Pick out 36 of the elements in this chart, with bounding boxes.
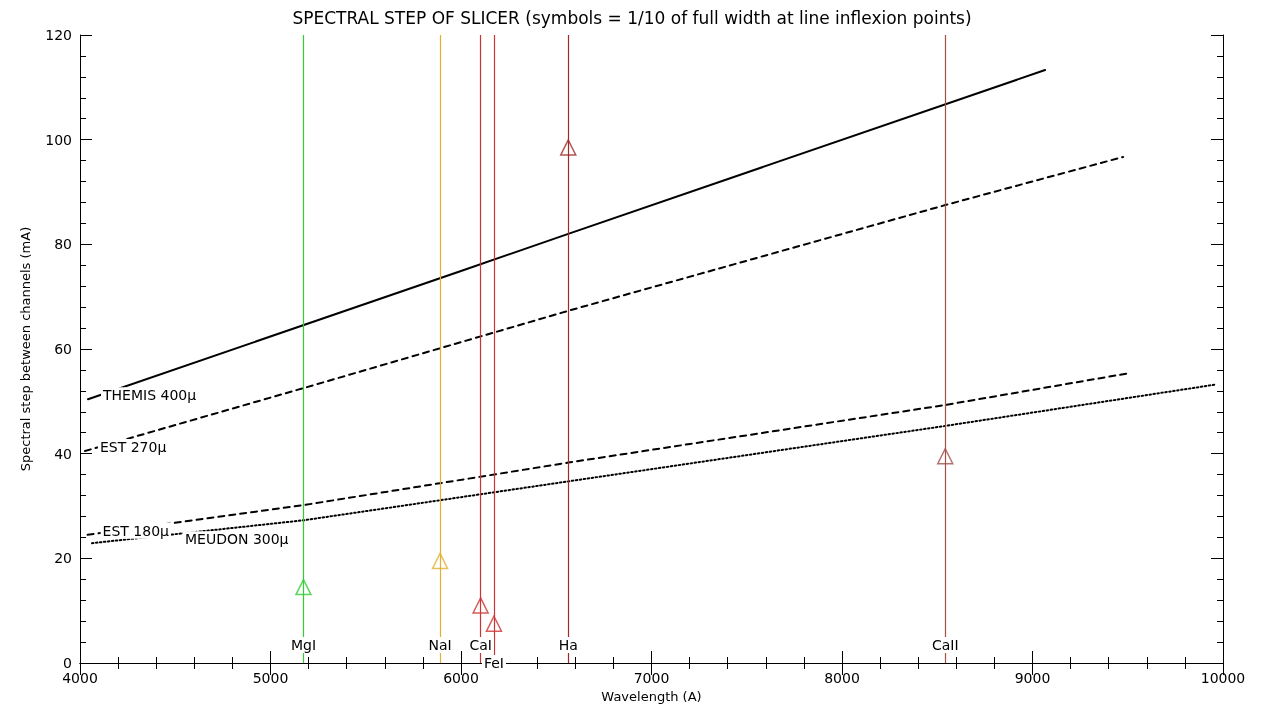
- x-axis-title: Wavelength (A): [601, 688, 702, 704]
- ref-line-label: FeI: [483, 655, 504, 671]
- line-series: [83, 155, 1125, 453]
- point: [295, 578, 312, 596]
- line-series: [87, 69, 1047, 401]
- x-tick-label: 4000: [62, 670, 98, 686]
- x-tick-label: 8000: [824, 670, 860, 686]
- y-tick-label: 100: [45, 131, 72, 148]
- series-label: MEUDON 300μ: [185, 531, 289, 548]
- x-tick-label: 7000: [633, 670, 670, 686]
- series-label: EST 180μ: [102, 522, 170, 539]
- series-label: THEMIS 400μ: [102, 387, 197, 404]
- ref-line-label: MgI: [290, 637, 317, 653]
- series-label: EST 270μ: [99, 439, 167, 456]
- y-axis-title: Spectral step between channels (mA): [18, 226, 33, 472]
- y-tick-label: 120: [45, 27, 72, 43]
- x-tick-label: 5000: [252, 670, 289, 686]
- y-tick-label: 80: [54, 236, 72, 253]
- point: [485, 615, 503, 632]
- ref-line-label: Ha: [558, 637, 578, 653]
- y-tick-label: 0: [63, 655, 72, 671]
- y-tick-label: 60: [54, 341, 72, 357]
- point: [560, 139, 577, 156]
- x-tick-label: 6000: [443, 670, 479, 686]
- point: [937, 448, 954, 465]
- y-tick-label: 20: [54, 550, 72, 567]
- ref-line-label: CaI: [469, 637, 492, 653]
- y-tick-label: 40: [54, 445, 72, 462]
- chart-title: SPECTRAL STEP OF SLICER (symbols = 1/10 of full width at line inflexion points): [292, 7, 972, 28]
- ref-line-label: CaII: [931, 637, 959, 653]
- point: [431, 552, 449, 570]
- x-tick-label: 10000: [1200, 670, 1246, 686]
- line-series: [91, 383, 1217, 545]
- point: [472, 597, 489, 614]
- ref-line-label: NaI: [428, 637, 452, 653]
- x-tick-label: 9000: [1014, 670, 1051, 686]
